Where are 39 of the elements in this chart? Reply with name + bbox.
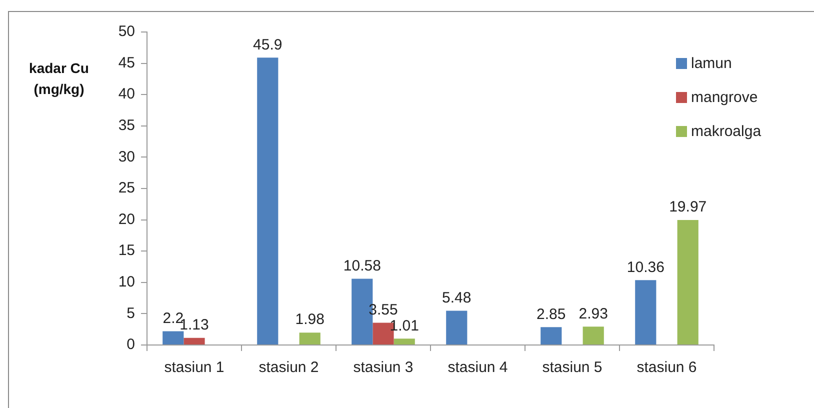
data-label: 19.97 bbox=[669, 198, 707, 216]
y-tick-label: 40 bbox=[118, 86, 135, 103]
bar bbox=[582, 326, 604, 344]
y-tick-label: 25 bbox=[118, 180, 135, 197]
y-tick-label: 10 bbox=[118, 274, 135, 291]
y-tick-label: 35 bbox=[118, 117, 135, 134]
data-label: 5.48 bbox=[442, 289, 472, 306]
bar bbox=[635, 280, 656, 344]
data-label: 10.36 bbox=[626, 258, 664, 276]
y-axis-title: kadar Cu (mg/kg) bbox=[28, 59, 90, 99]
bar bbox=[540, 327, 562, 344]
bar bbox=[257, 58, 278, 344]
legend-label: makroalga bbox=[691, 122, 762, 140]
legend-label: mangrove bbox=[691, 88, 758, 106]
legend-label: lamun bbox=[691, 54, 732, 72]
x-tick-label: stasiun 2 bbox=[258, 359, 319, 376]
data-label: 10.58 bbox=[343, 257, 381, 274]
data-label: 2.93 bbox=[578, 305, 608, 322]
y-tick-label: 20 bbox=[118, 210, 135, 228]
bar bbox=[162, 331, 184, 344]
bar bbox=[446, 310, 468, 344]
bar bbox=[394, 338, 415, 344]
y-tick-label: 15 bbox=[118, 242, 135, 260]
data-label: 45.9 bbox=[253, 36, 282, 54]
data-label: 1.98 bbox=[295, 311, 324, 328]
x-tick-label: stasiun 1 bbox=[164, 359, 224, 376]
data-label: 2.85 bbox=[536, 306, 566, 323]
x-tick-label: stasiun 5 bbox=[542, 359, 602, 376]
y-tick-label: 45 bbox=[118, 54, 135, 72]
bar bbox=[677, 220, 698, 344]
y-tick-label: 5 bbox=[126, 304, 135, 322]
bar bbox=[299, 332, 320, 344]
y-tick-label: 30 bbox=[118, 148, 135, 166]
y-tick-label: 0 bbox=[126, 336, 135, 354]
bar bbox=[184, 338, 205, 344]
x-tick-label: stasiun 3 bbox=[353, 359, 414, 376]
x-tick-label: stasiun 4 bbox=[448, 359, 508, 376]
x-tick-label: stasiun 6 bbox=[636, 359, 697, 376]
y-tick-label: 50 bbox=[118, 23, 135, 40]
